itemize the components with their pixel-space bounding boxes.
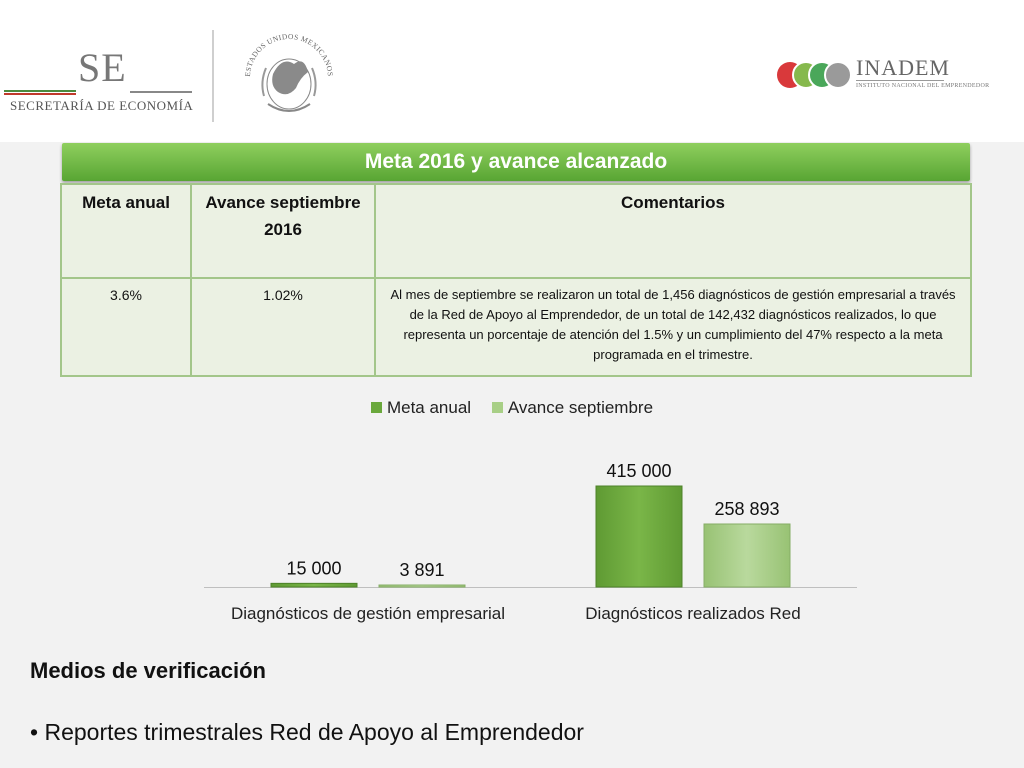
inadem-line xyxy=(856,80,944,81)
data-label-meta-1: 415 000 xyxy=(606,461,671,481)
legend-swatch-avance xyxy=(491,402,503,413)
inadem-subtitle: INSTITUTO NACIONAL DEL EMPRENDEDOR xyxy=(856,83,990,89)
cell-avance: 1.02% xyxy=(190,277,376,377)
legend-swatch-meta xyxy=(370,402,382,413)
bar-chart: 15 000 3 891 Diagnósticos de gestión empre… xyxy=(204,461,857,623)
data-label-avance-1: 258 893 xyxy=(714,499,779,519)
cell-meta-anual: 3.6% xyxy=(60,277,192,377)
category-label-1: Diagnósticos realizados Red xyxy=(585,604,800,623)
data-label-avance-0: 3 891 xyxy=(399,560,444,580)
legend-label-avance: Avance septiembre xyxy=(507,398,654,417)
header-meta-anual: Meta anual xyxy=(60,183,192,279)
header-avance: Avance septiembre 2016 xyxy=(190,183,376,279)
se-logo-gray-line xyxy=(130,91,192,93)
table-banner-title: Meta 2016 y avance alcanzado xyxy=(62,143,970,181)
bar-avance-1 xyxy=(703,523,791,588)
medios-item-text: Reportes trimestrales Red de Apoyo al Em… xyxy=(44,719,584,745)
bar-meta-0 xyxy=(270,582,358,588)
legend-item-avance: Avance septiembre xyxy=(491,398,654,418)
se-logo-green-line xyxy=(4,90,76,92)
se-logo-red-line xyxy=(4,93,76,95)
cell-comentario: Al mes de septiembre se realizaron un to… xyxy=(374,277,972,377)
inadem-circles-icon xyxy=(777,61,852,89)
header-comentarios: Comentarios xyxy=(374,183,972,279)
inadem-logo: INADEM INSTITUTO NACIONAL DEL EMPRENDEDO… xyxy=(776,55,1002,95)
meta-table: Meta anual Avance septiembre 2016 Coment… xyxy=(60,183,972,377)
inadem-name: INADEM xyxy=(856,55,950,80)
bar-meta-1 xyxy=(595,485,683,588)
table-header-row: Meta anual Avance septiembre 2016 Coment… xyxy=(60,183,972,279)
chart-legend: Meta anual Avance septiembre xyxy=(0,398,1024,418)
se-logo-letters: SE xyxy=(78,45,127,90)
legend-item-meta: Meta anual xyxy=(370,398,472,418)
header: SE SECRETARÍA DE ECONOMÍA ESTADOS UNIDOS… xyxy=(0,0,1024,142)
table-row: 3.6% 1.02% Al mes de septiembre se reali… xyxy=(60,277,972,377)
category-label-0: Diagnósticos de gestión empresarial xyxy=(231,604,505,623)
se-logo: SE SECRETARÍA DE ECONOMÍA xyxy=(4,44,194,120)
bar-avance-0 xyxy=(378,584,466,588)
data-label-meta-0: 15 000 xyxy=(286,558,341,578)
legend-label-meta: Meta anual xyxy=(386,398,472,417)
medios-bullet-item: • Reportes trimestrales Red de Apoyo al … xyxy=(30,719,584,745)
medios-title: Medios de verificación xyxy=(30,658,266,683)
se-logo-text: SECRETARÍA DE ECONOMÍA xyxy=(10,98,194,113)
header-divider xyxy=(212,30,214,122)
mexico-seal-icon: ESTADOS UNIDOS MEXICANOS xyxy=(243,32,335,112)
